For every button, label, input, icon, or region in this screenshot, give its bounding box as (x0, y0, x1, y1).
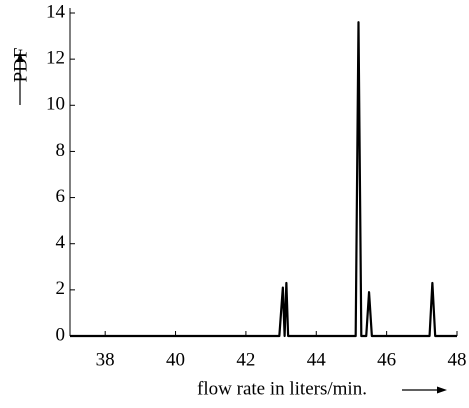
data-line (70, 21, 457, 338)
y-arrow (16, 52, 24, 105)
y-tick-label: 14 (46, 1, 66, 22)
x-tick-label: 48 (448, 349, 467, 370)
y-tick-label: 2 (56, 278, 66, 299)
y-tick-label: 6 (56, 186, 66, 207)
y-tick-label: 0 (56, 324, 66, 345)
y-tick-label: 10 (46, 94, 65, 115)
x-tick-label: 46 (377, 349, 396, 370)
x-tick-label: 42 (236, 349, 255, 370)
x-tick-label: 40 (166, 349, 185, 370)
y-axis-label: PDF (10, 48, 31, 83)
x-axis-label: flow rate in liters/min. (197, 378, 367, 399)
y-tick-label: 12 (46, 48, 65, 69)
x-arrow (402, 386, 447, 394)
x-tick-label: 44 (307, 349, 327, 370)
y-tick-label: 8 (56, 140, 66, 161)
y-tick-label: 4 (56, 232, 66, 253)
x-tick-label: 38 (96, 349, 115, 370)
